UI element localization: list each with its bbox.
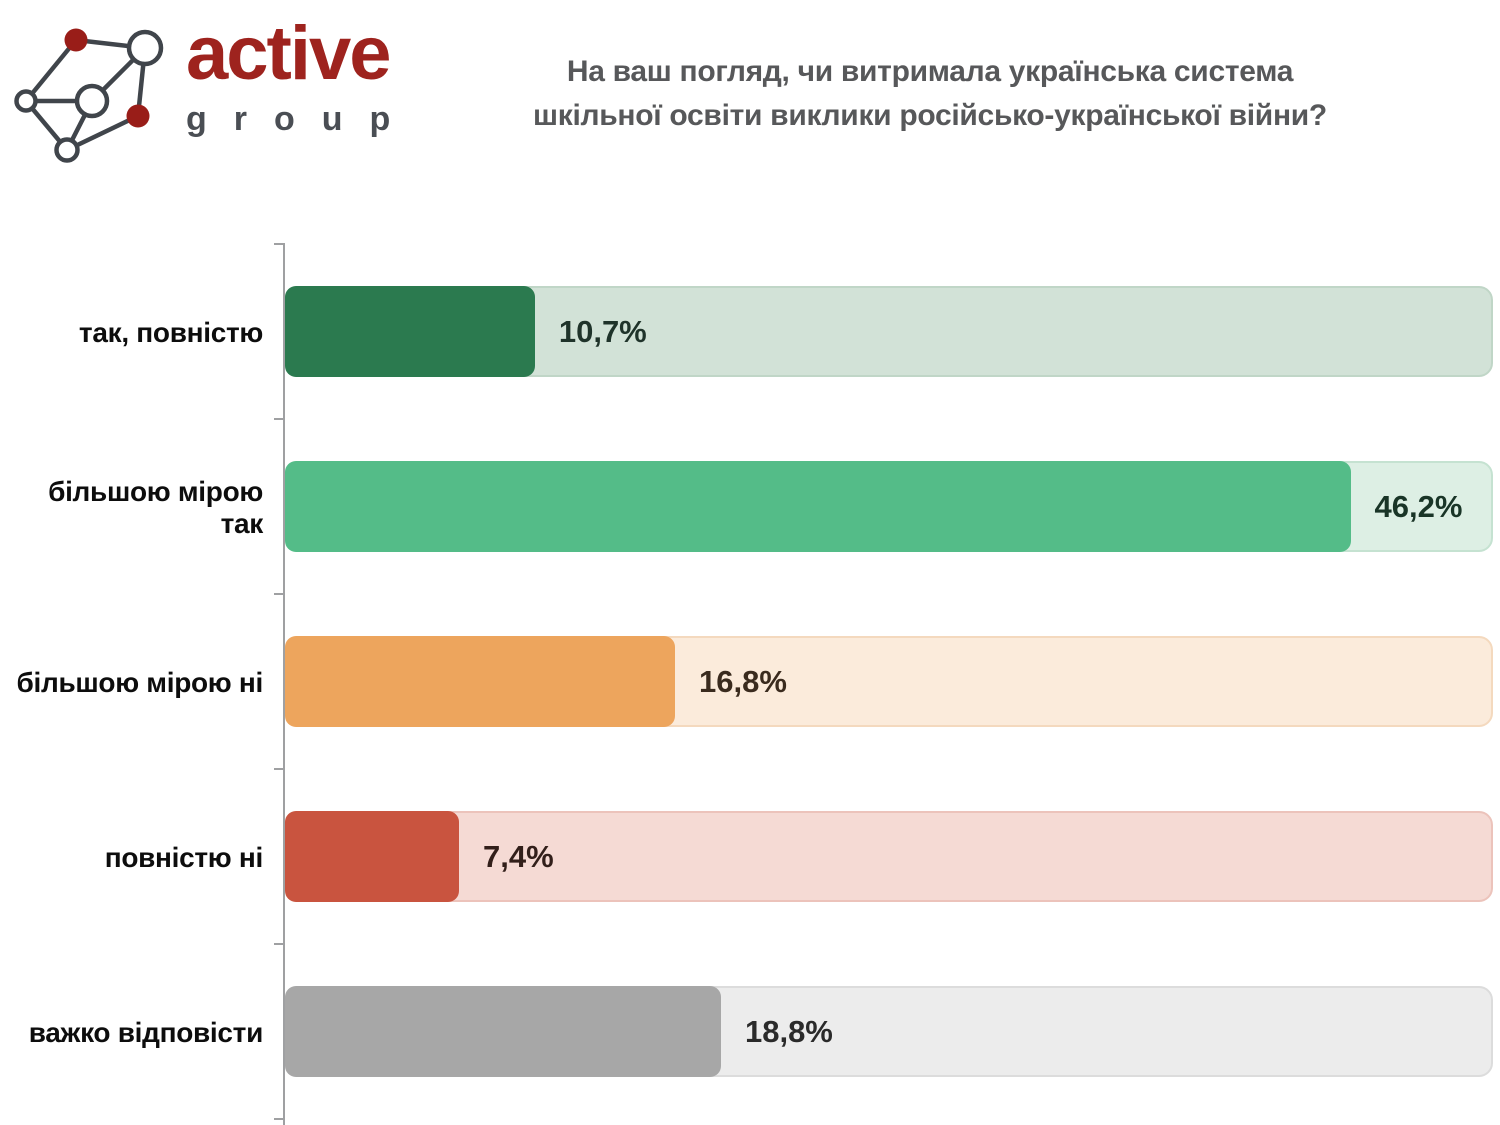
axis-tick: [274, 243, 283, 245]
axis-tick: [274, 768, 283, 770]
chart-row: більшою мірою так 46,2%: [0, 420, 1500, 595]
brand-subtitle: group: [186, 100, 418, 138]
logo-node-red: [64, 28, 88, 52]
bar-track: 7,4%: [285, 811, 1493, 902]
bar: [285, 811, 460, 902]
category-label: так, повністю: [78, 316, 263, 348]
bar: [285, 286, 535, 377]
bar: [285, 461, 1351, 552]
axis-tick: [274, 1118, 283, 1120]
bar-track: 16,8%: [285, 636, 1493, 727]
value-label: 16,8%: [699, 664, 787, 699]
chart-title-line1: На ваш погляд, чи витримала українська с…: [566, 55, 1294, 88]
logo-node-red: [126, 104, 150, 128]
category-label: повністю ні: [104, 841, 264, 873]
bar-track: 18,8%: [285, 986, 1493, 1077]
chart-title-line2: шкільної освіти виклики російсько-україн…: [533, 99, 1327, 132]
axis-tick: [274, 943, 283, 945]
active-group-logo-icon: [14, 28, 164, 163]
bar: [285, 986, 721, 1077]
category-label: важко відповісти: [28, 1016, 264, 1048]
chart-row: важко відповісти 18,8%: [0, 945, 1500, 1120]
value-label: 46,2%: [1374, 489, 1463, 524]
category-label: більшою мірою ні: [16, 666, 264, 698]
value-label: 18,8%: [744, 1014, 833, 1049]
bar-track: 46,2%: [285, 461, 1493, 552]
bar-track: 10,7%: [285, 286, 1493, 377]
brand-name: active: [186, 11, 392, 96]
chart-title: На ваш погляд, чи витримала українська с…: [430, 50, 1430, 138]
axis-tick: [274, 418, 283, 420]
value-label: 7,4%: [483, 839, 554, 874]
category-label: більшою мірою так: [48, 475, 263, 539]
chart-row: так, повністю 10,7%: [0, 245, 1500, 420]
brand-wordmark: active group: [186, 11, 446, 139]
value-label: 10,7%: [558, 314, 647, 349]
axis-tick: [274, 593, 283, 595]
bar-chart: так, повністю 10,7% більшою мірою так 46,2%…: [0, 245, 1500, 1120]
chart-row: більшою мірою ні 16,8%: [0, 595, 1500, 770]
chart-row: повністю ні 7,4%: [0, 770, 1500, 945]
bar: [285, 636, 675, 727]
y-axis-line: [283, 243, 285, 1125]
